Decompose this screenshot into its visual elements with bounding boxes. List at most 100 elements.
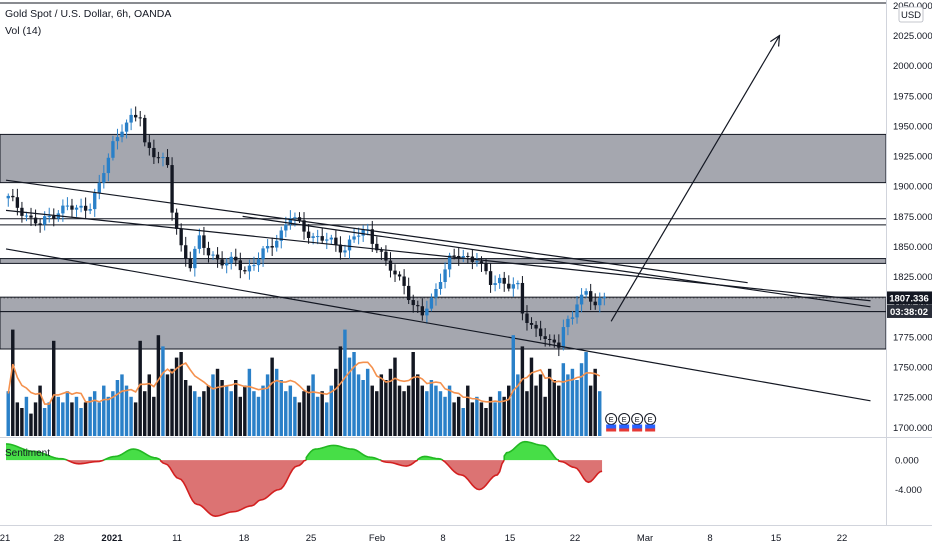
volume-bar <box>507 385 511 436</box>
volume-bar <box>265 374 270 436</box>
volume-bar <box>83 402 88 436</box>
candle-body <box>15 197 20 208</box>
price-tick-label: 1875.000 <box>893 212 932 223</box>
time-tick-label: 22 <box>837 533 848 544</box>
candle-body <box>225 263 229 266</box>
candle-body <box>229 256 233 264</box>
volume-bar <box>352 352 356 436</box>
candle-body <box>356 235 361 237</box>
candle-body <box>316 236 320 238</box>
candle-body <box>220 259 224 266</box>
time-tick-label: 15 <box>771 533 782 544</box>
volume-bar <box>188 385 192 436</box>
candle-body <box>188 258 192 269</box>
candle-body <box>488 271 493 285</box>
volume-bar <box>211 374 215 436</box>
volume-bar <box>598 391 602 436</box>
candle-body <box>402 276 406 286</box>
event-marker-label: E <box>648 415 653 424</box>
event-marker[interactable]: E <box>644 413 657 432</box>
sentiment-negative-area <box>381 460 418 467</box>
candle-body <box>561 327 566 348</box>
candle-body <box>293 217 297 219</box>
volume-bars <box>6 329 602 436</box>
price-tick-label: 2050.000 <box>893 1 932 12</box>
volume-bar <box>334 368 338 436</box>
volume-bar <box>20 408 24 436</box>
volume-bar <box>156 335 161 436</box>
volume-bar <box>429 380 434 436</box>
volume-bar <box>52 340 56 436</box>
event-marker[interactable]: E <box>618 413 631 432</box>
volume-bar <box>206 385 211 436</box>
volume-bar <box>56 396 60 436</box>
candle-body <box>388 260 393 271</box>
event-marker-flag-blue <box>619 424 630 429</box>
volume-bar <box>193 391 197 436</box>
candle-body <box>361 229 365 236</box>
volume-bar <box>479 402 484 436</box>
volume-indicator-label: Vol (14) <box>5 25 42 37</box>
volume-bar <box>124 385 129 436</box>
chart-title: Gold Spot / U.S. Dollar, 6h, OANDA <box>5 8 172 20</box>
candle-body <box>579 294 584 305</box>
candle-body <box>302 220 306 232</box>
candle-body <box>375 243 379 251</box>
price-pane[interactable] <box>0 2 887 402</box>
volume-bar <box>6 391 10 436</box>
trend-line <box>242 215 871 308</box>
candle-body <box>429 297 434 309</box>
candle-body <box>11 195 15 198</box>
candle-body <box>493 283 497 285</box>
volume-bar <box>306 385 311 436</box>
volume-bar <box>97 402 101 436</box>
candle-body <box>520 282 525 314</box>
event-marker[interactable]: E <box>605 413 618 432</box>
volume-bar <box>343 329 347 436</box>
volume-ma-line <box>7 361 601 405</box>
candle-body <box>234 256 238 261</box>
volume-bar <box>456 396 461 436</box>
volume-bar <box>375 391 379 436</box>
candle-body <box>252 265 256 267</box>
candle-body <box>452 255 456 257</box>
event-marker-flag-blue <box>632 424 643 429</box>
volume-bar <box>547 368 552 436</box>
volume-bar <box>279 380 283 436</box>
sentiment-negative-area <box>442 460 505 490</box>
candle-body <box>29 215 33 218</box>
candle-body <box>479 261 484 264</box>
volume-bar <box>284 391 288 436</box>
volume-bar <box>416 374 420 436</box>
volume-bar <box>566 374 570 436</box>
volume-bar <box>411 352 415 436</box>
volume-bar <box>534 385 538 436</box>
candle-body <box>438 282 443 289</box>
event-marker[interactable]: E <box>631 413 644 432</box>
volume-bar <box>61 402 65 436</box>
volume-bar <box>315 396 320 436</box>
candle-body <box>534 324 538 329</box>
volume-bar <box>484 408 488 436</box>
price-zone <box>0 133 887 184</box>
volume-bar <box>129 396 133 436</box>
candle-body <box>65 205 70 207</box>
candle-body <box>434 288 438 298</box>
volume-bar <box>288 385 293 436</box>
volume-bar <box>224 385 229 436</box>
event-marker-flag-blue <box>606 424 617 429</box>
volume-bar <box>557 385 561 436</box>
candle-body <box>143 117 147 143</box>
candle-body <box>106 157 111 174</box>
currency-badge[interactable] <box>898 6 924 23</box>
candle-body <box>557 342 561 348</box>
sentiment-axis-ticks: 0.000 -4.000 <box>895 456 922 496</box>
time-tick-label: 8 <box>440 533 445 544</box>
candle-body <box>138 117 142 119</box>
price-axis[interactable]: 1700.0001725.0001750.0001775.0001800.000… <box>886 0 932 525</box>
candle-body <box>288 218 293 225</box>
time-axis[interactable]: 21 28 2021 11 18 25 Feb 8 15 22 Mar 8 15 22 <box>0 525 932 545</box>
volume-bar <box>147 374 151 436</box>
